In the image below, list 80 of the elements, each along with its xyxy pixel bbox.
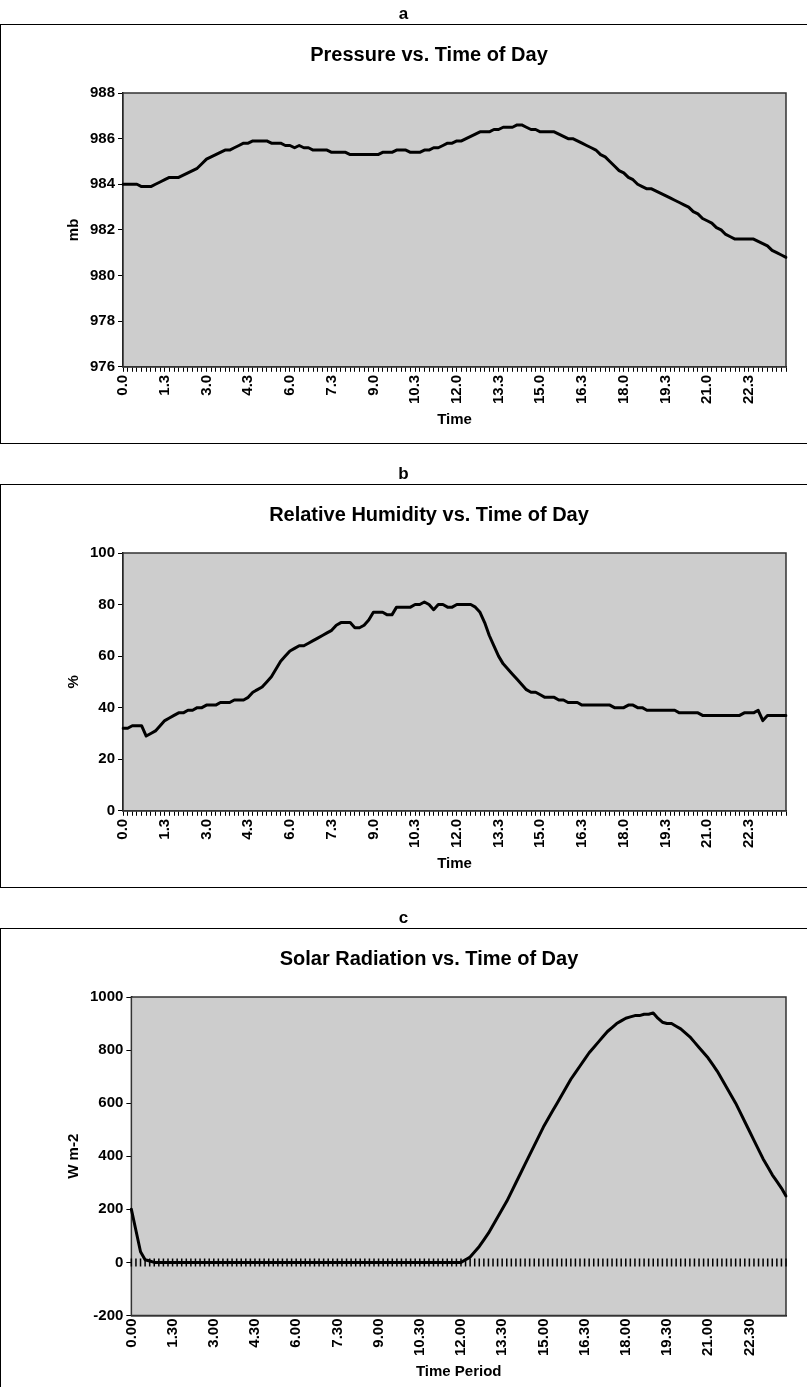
x-tick-label: 4.3 [238,374,256,396]
y-tick-label: 978 [90,311,116,329]
x-tick-label: 0.0 [113,818,131,840]
x-axis-title: Time [437,854,472,872]
x-tick-label: 9.00 [368,1318,386,1348]
x-tick-label: 6.00 [286,1318,304,1348]
chart-title: Pressure vs. Time of Day [310,42,549,65]
y-tick-label: 0 [115,1252,124,1270]
y-tick-label: 20 [98,749,116,767]
x-tick-label: 10.3 [405,818,423,849]
chart-title: Relative Humidity vs. Time of Day [269,502,590,525]
x-tick-label: 13.3 [488,818,506,849]
x-tick-label: 15.0 [530,374,548,405]
y-tick-label: 986 [90,128,116,146]
x-tick-label: 22.3 [739,818,757,849]
x-tick-label: 1.3 [154,818,172,840]
y-tick-label: 400 [98,1146,124,1164]
y-axis-title: mb [64,218,82,242]
x-tick-label: 19.30 [657,1318,675,1357]
x-tick-label: 3.0 [196,374,214,396]
y-tick-label: 976 [90,356,116,374]
x-tick-label: 18.00 [615,1318,633,1357]
y-tick-label: 980 [90,265,116,283]
x-tick-label: 0.0 [113,374,131,396]
x-tick-label: 22.30 [739,1318,757,1357]
y-tick-label: 60 [98,646,116,664]
y-tick-label: 984 [90,174,116,192]
x-tick-label: 7.3 [321,818,339,840]
x-tick-label: 7.3 [321,374,339,396]
x-tick-label: 1.30 [162,1318,180,1348]
x-tick-label: 18.0 [613,818,631,849]
x-axis-title: Time Period [415,1362,502,1380]
text: b [397,464,410,484]
x-tick-label: 12.00 [451,1318,469,1357]
x-tick-label: 1.3 [154,374,172,396]
text: c [397,908,410,928]
y-tick-label: 200 [98,1199,124,1217]
x-tick-label: 9.0 [363,374,381,396]
chart-title: Solar Radiation vs. Time of Day [279,946,580,969]
x-tick-label: 12.0 [446,818,464,849]
x-tick-label: 6.0 [280,374,298,396]
x-tick-label: 16.3 [572,374,590,405]
y-axis-title: % [64,675,82,689]
x-tick-label: 16.30 [574,1318,592,1357]
y-tick-label: -200 [93,1305,124,1323]
x-tick-label: 22.3 [739,374,757,405]
x-tick-label: 10.30 [409,1318,427,1357]
x-axis-title: Time [437,410,472,428]
x-tick-label: 0.00 [121,1318,139,1348]
x-tick-label: 13.30 [492,1318,510,1357]
x-tick-label: 19.3 [655,374,673,405]
y-tick-label: 982 [90,220,116,238]
x-tick-label: 18.0 [613,374,631,405]
x-tick-label: 15.00 [533,1318,551,1357]
x-tick-label: 13.3 [488,374,506,405]
x-tick-label: 21.00 [698,1318,716,1357]
x-tick-label: 3.0 [196,818,214,840]
y-axis-title: W m-2 [64,1133,82,1179]
x-tick-label: 3.00 [203,1318,221,1348]
y-tick-label: 800 [98,1040,124,1058]
y-tick-label: 988 [90,83,116,101]
x-tick-label: 4.3 [238,818,256,840]
y-tick-label: 0 [106,800,116,818]
x-tick-label: 4.30 [245,1318,263,1348]
x-tick-label: 7.30 [327,1318,345,1348]
x-tick-label: 19.3 [655,818,673,849]
y-tick-label: 80 [98,594,116,612]
x-tick-label: 15.0 [530,818,548,849]
x-tick-label: 21.0 [697,818,715,849]
x-tick-label: 6.0 [280,818,298,840]
y-tick-label: 600 [98,1093,124,1111]
x-tick-label: 9.0 [363,818,381,840]
x-tick-label: 16.3 [572,818,590,849]
text: a [397,4,410,24]
y-tick-label: 40 [98,697,116,715]
y-tick-label: 1000 [89,987,124,1005]
x-tick-label: 12.0 [446,374,464,405]
y-tick-label: 100 [90,543,116,561]
x-tick-label: 21.0 [697,374,715,405]
x-tick-label: 10.3 [405,374,423,405]
